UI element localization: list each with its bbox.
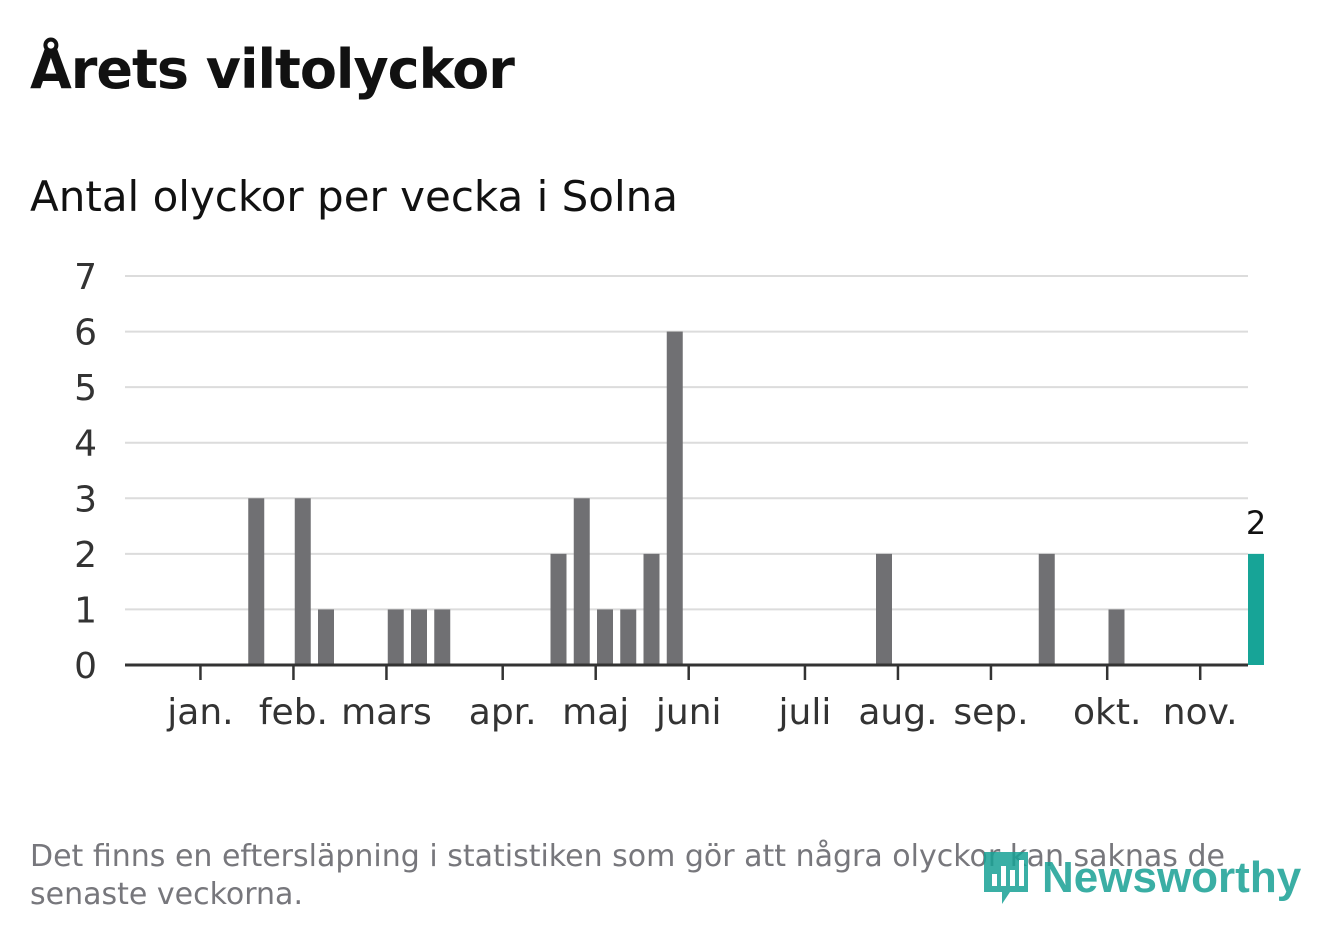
bar xyxy=(248,498,265,665)
bar xyxy=(620,609,637,665)
y-tick-label: 1 xyxy=(74,590,97,631)
x-axis: jan. feb. mars apr. maj juni juli aug. sep. okt. n… xyxy=(125,663,1248,733)
bar xyxy=(294,498,311,665)
x-tick-label: jan. xyxy=(166,692,233,733)
y-tick-label: 6 xyxy=(74,313,97,354)
bar xyxy=(387,609,404,665)
y-tick-label: 0 xyxy=(74,646,97,687)
x-tick-label: maj xyxy=(562,692,629,733)
x-tick-label: juli xyxy=(778,692,832,733)
data-label: 2 xyxy=(1246,504,1266,542)
x-tick-label: okt. xyxy=(1073,692,1141,733)
x-tick-label: feb. xyxy=(259,692,328,733)
logo-text: Newsworthy xyxy=(1042,853,1302,902)
chart-title: Årets viltolyckor xyxy=(30,38,515,101)
data-labels: 2 xyxy=(1246,504,1266,542)
x-tick-label: nov. xyxy=(1163,692,1238,733)
bar xyxy=(434,609,451,665)
y-tick-label: 4 xyxy=(74,424,97,465)
bar xyxy=(411,609,427,665)
bar xyxy=(318,609,334,665)
bar xyxy=(643,553,660,665)
y-tick-label: 7 xyxy=(74,257,97,298)
x-tick-label: aug. xyxy=(858,692,937,733)
x-tick-label: sep. xyxy=(953,692,1028,733)
bar-chart: 0 1 2 3 4 5 6 7 jan. feb. mars apr. maj juni juli aug.… xyxy=(74,257,1266,733)
newsworthy-logo-icon xyxy=(984,852,1028,904)
x-tick-label: mars xyxy=(341,692,432,733)
gridlines xyxy=(125,275,1248,611)
bars xyxy=(248,331,1264,665)
newsworthy-logo: Newsworthy xyxy=(980,848,1301,908)
x-tick-label: apr. xyxy=(469,692,537,733)
bar xyxy=(666,331,683,665)
bar xyxy=(550,553,567,665)
y-axis-tick-labels: 0 1 2 3 4 5 6 7 xyxy=(74,257,97,687)
x-tick-label: juni xyxy=(655,692,722,733)
bar xyxy=(573,498,590,665)
chart-subtitle: Antal olyckor per vecka i Solna xyxy=(30,172,679,221)
y-tick-label: 5 xyxy=(74,368,97,409)
bar-highlight xyxy=(1248,553,1264,665)
bar xyxy=(597,609,613,665)
bar xyxy=(876,553,892,665)
bar xyxy=(1038,553,1055,665)
bar xyxy=(1108,609,1125,665)
y-tick-label: 3 xyxy=(74,479,97,520)
y-tick-label: 2 xyxy=(74,535,97,576)
